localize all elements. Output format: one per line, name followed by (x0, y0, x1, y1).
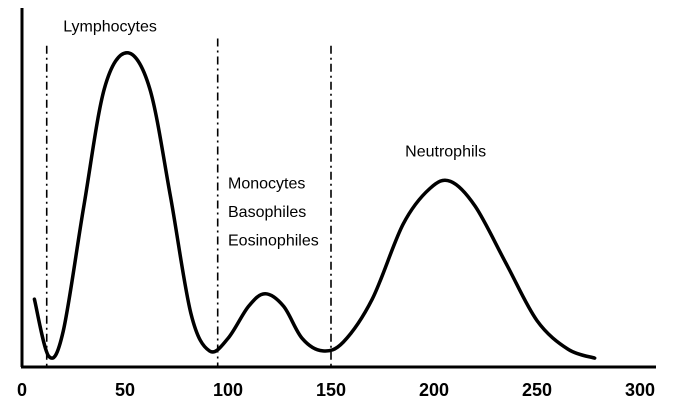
x-tick-label-50: 50 (115, 380, 135, 400)
x-tick-label-0: 0 (17, 380, 27, 400)
x-tick-label-200: 200 (419, 380, 449, 400)
x-tick-label-150: 150 (316, 380, 346, 400)
annotation-mono-baso-eosino-line-3: Eosinophiles (228, 233, 319, 250)
x-tick-label-300: 300 (625, 380, 655, 400)
x-tick-label-250: 250 (522, 380, 552, 400)
annotation-mono-baso-eosino-line-2: Basophiles (228, 204, 306, 221)
annotation-mono-baso-eosino-line-1: Monocytes (228, 176, 305, 193)
annotation-lymphocytes: Lymphocytes (63, 18, 157, 35)
annotation-neutrophils: Neutrophils (405, 143, 486, 160)
x-tick-label-100: 100 (213, 380, 243, 400)
distribution-curve-blood-cell-volume-distribution (32, 51, 597, 360)
